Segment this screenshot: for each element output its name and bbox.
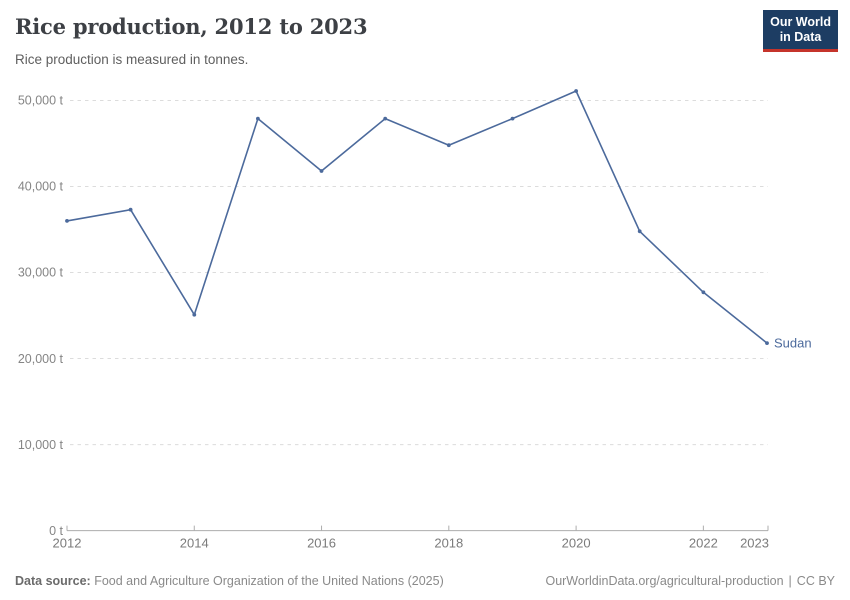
entity-label: Sudan [774, 336, 812, 351]
x-axis-tick-label: 2023 [740, 536, 769, 551]
data-point[interactable] [510, 116, 515, 121]
y-axis-tick-label: 50,000 t [18, 94, 64, 108]
data-point[interactable] [765, 341, 769, 345]
license-label: CC BY [796, 574, 835, 588]
chart-footer: Data source: Food and Agriculture Organi… [15, 574, 835, 588]
data-point[interactable] [192, 312, 197, 317]
y-axis-tick-label: 10,000 t [18, 438, 64, 452]
x-axis-tick-label: 2022 [689, 536, 718, 551]
y-axis-tick-label: 20,000 t [18, 352, 64, 366]
x-axis-tick-label: 2020 [562, 536, 591, 551]
x-axis-tick-label: 2018 [434, 536, 463, 551]
data-point[interactable] [637, 229, 642, 234]
x-axis-tick-label: 2012 [53, 536, 82, 551]
data-point[interactable] [65, 219, 69, 223]
x-axis-tick-label: 2016 [307, 536, 336, 551]
data-source-note: Data source: Food and Agriculture Organi… [15, 574, 444, 588]
series-line-sudan [66, 90, 768, 344]
data-point[interactable] [319, 169, 324, 173]
data-point[interactable] [256, 116, 260, 121]
data-point[interactable] [574, 89, 578, 93]
data-source-label: Data source: [15, 574, 91, 588]
owid-logo[interactable]: Our World in Data [763, 10, 838, 52]
data-point[interactable] [701, 290, 706, 295]
chart-subtitle: Rice production is measured in tonnes. [15, 52, 249, 67]
y-axis-tick-label: 30,000 t [18, 266, 64, 280]
owid-logo-line1: Our World [770, 15, 831, 29]
data-point[interactable] [446, 143, 451, 148]
data-source-text: Food and Agriculture Organization of the… [94, 574, 444, 588]
chart-title: Rice production, 2012 to 2023 [15, 14, 368, 39]
data-point[interactable] [383, 116, 388, 121]
owid-logo-line2: in Data [779, 30, 822, 44]
data-point[interactable] [128, 207, 133, 212]
license-separator: | [788, 574, 792, 588]
y-axis-tick-label: 0 t [49, 524, 63, 538]
owid-url-link[interactable]: OurWorldinData.org/agricultural-producti… [545, 574, 784, 588]
y-axis-tick-label: 40,000 t [18, 180, 64, 194]
x-axis-tick-label: 2014 [180, 536, 209, 551]
footer-links: OurWorldinData.org/agricultural-producti… [545, 574, 835, 588]
